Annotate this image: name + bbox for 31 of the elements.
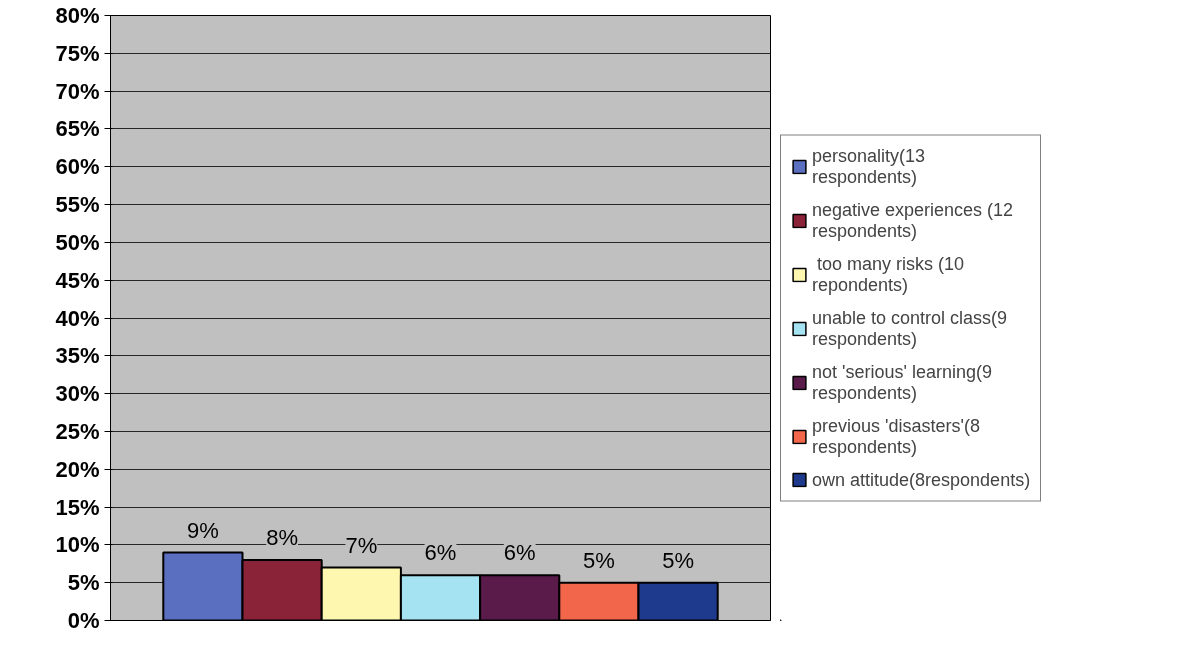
y-tick-label: 50% <box>55 229 100 255</box>
y-tick-label: 35% <box>55 343 100 369</box>
y-tick-label: 20% <box>55 456 100 482</box>
y-tick-label: 40% <box>55 305 100 331</box>
text: 7% <box>345 532 378 558</box>
y-tick-label: 45% <box>55 267 100 293</box>
y-tick-label: 55% <box>55 192 100 218</box>
y-tick-label: 70% <box>55 78 100 104</box>
y-tick-label: 5% <box>67 570 100 596</box>
y-tick-label: 15% <box>55 494 100 520</box>
text: 5% <box>583 547 615 573</box>
y-tick-label: 60% <box>55 154 100 180</box>
legend-label: too many risks (10 repondents) <box>812 253 965 295</box>
y-tick-label: 65% <box>55 116 100 142</box>
text: 8% <box>266 525 298 551</box>
y-tick-label: 80% <box>55 3 100 28</box>
y-tick-label: 0% <box>67 608 100 633</box>
y-tick-label: 30% <box>55 381 100 407</box>
text: 5% <box>662 547 694 573</box>
legend-label: unable to control class(9 respondents) <box>812 307 1008 349</box>
text: 6% <box>503 540 536 566</box>
legend-label: own attitude(8respondents) <box>812 469 1031 490</box>
legend-label: personality(13 respondents) <box>812 145 926 187</box>
text: 6% <box>424 540 457 566</box>
legend-label: previous 'disasters'(8 respondents) <box>812 415 980 457</box>
legend-label: not 'serious' learning(9 respondents) <box>812 361 992 403</box>
y-tick-label: 75% <box>55 40 100 66</box>
y-tick-label: 25% <box>55 418 100 444</box>
y-tick-label: 10% <box>55 532 100 558</box>
legend-label: negative experiences (12 respondents) <box>812 199 1014 241</box>
text: 9% <box>187 517 219 543</box>
